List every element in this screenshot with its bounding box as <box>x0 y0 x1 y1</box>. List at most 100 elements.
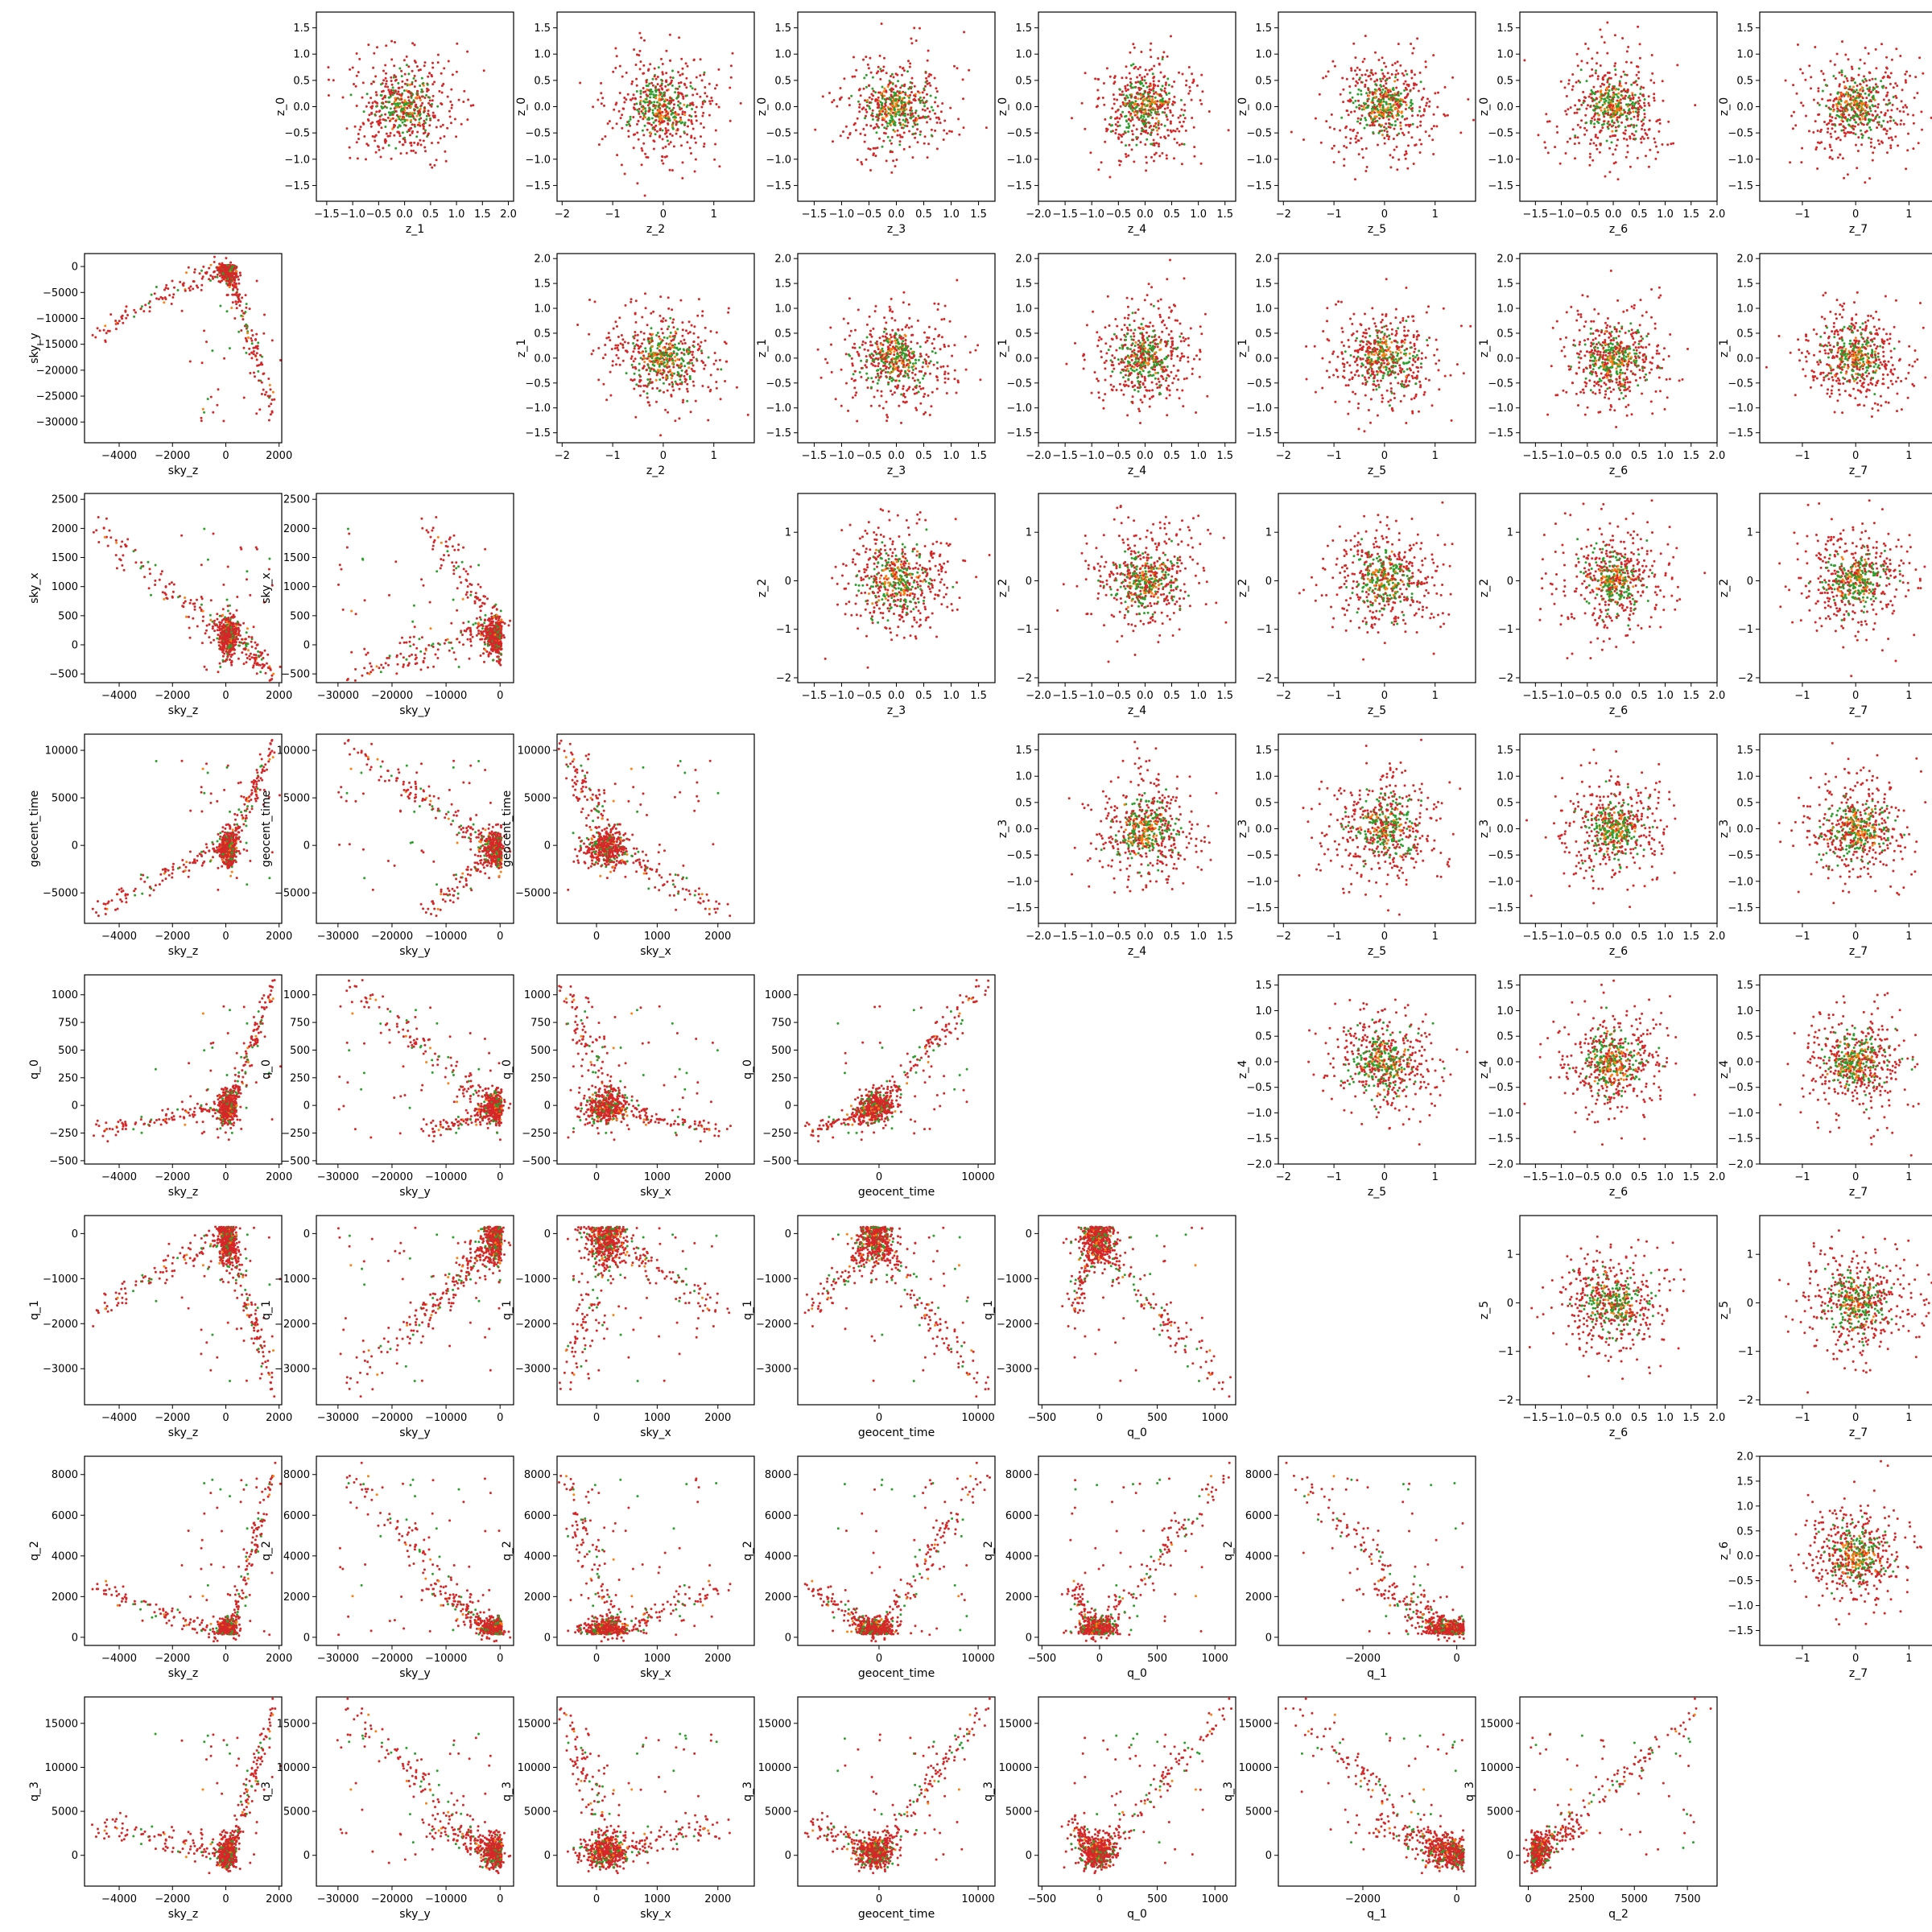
data-point <box>655 78 658 80</box>
x-tick-label: 2.0 <box>1709 208 1726 221</box>
data-point <box>1404 101 1406 104</box>
data-point <box>889 113 891 115</box>
data-point <box>1394 120 1397 122</box>
data-point <box>413 109 415 112</box>
data-point <box>385 83 387 85</box>
data-point <box>1868 72 1871 74</box>
data-point <box>1820 70 1823 72</box>
data-point <box>1389 106 1392 109</box>
data-point <box>1395 87 1397 89</box>
data-point <box>658 336 660 338</box>
data-point <box>946 392 948 394</box>
data-point <box>1856 108 1859 110</box>
data-point <box>1834 130 1836 133</box>
data-point <box>716 368 719 370</box>
data-point <box>1346 78 1348 80</box>
data-point <box>1844 135 1847 138</box>
data-point <box>910 38 912 40</box>
data-point <box>943 138 945 141</box>
data-point <box>1373 104 1376 106</box>
data-point <box>1127 155 1129 157</box>
data-point <box>666 374 668 377</box>
data-point <box>848 97 850 100</box>
data-point <box>630 378 632 381</box>
data-point <box>1868 177 1871 180</box>
data-point <box>1852 107 1854 109</box>
data-point <box>1875 90 1877 93</box>
data-point <box>901 85 903 87</box>
data-point <box>631 364 634 366</box>
data-point <box>710 374 712 376</box>
data-point <box>665 79 667 81</box>
data-point <box>646 386 649 388</box>
y-tick-label: 1.5 <box>1015 23 1032 35</box>
data-point <box>694 111 696 114</box>
data-point <box>368 101 370 104</box>
data-point <box>1399 122 1402 124</box>
data-point <box>1144 79 1146 81</box>
data-point <box>1896 108 1898 110</box>
y-tick-label: −1.5 <box>1488 180 1513 192</box>
data-point <box>840 134 842 137</box>
y-tick-label: 1.0 <box>534 49 551 61</box>
data-point <box>1391 64 1393 66</box>
data-point <box>1389 154 1392 156</box>
data-point <box>1654 158 1657 160</box>
data-point <box>699 345 701 348</box>
data-point <box>1164 87 1166 89</box>
data-point <box>624 173 626 175</box>
data-point <box>1176 128 1179 130</box>
data-point <box>404 120 407 122</box>
data-point <box>1459 131 1462 134</box>
data-point <box>1119 89 1121 91</box>
data-point <box>1615 111 1617 114</box>
data-point <box>1117 121 1119 123</box>
data-point <box>614 347 617 349</box>
data-point <box>652 112 654 114</box>
data-point <box>1899 110 1901 113</box>
data-point <box>1625 61 1628 64</box>
x-tick-label: 1 <box>1905 208 1912 221</box>
data-point <box>859 88 861 90</box>
data-point <box>852 396 854 398</box>
data-point <box>890 110 892 113</box>
data-point <box>1425 66 1427 68</box>
data-point <box>1614 34 1616 36</box>
data-point <box>450 89 452 91</box>
data-point <box>375 110 378 113</box>
data-point <box>1580 68 1583 71</box>
data-point <box>1616 96 1619 98</box>
data-point <box>872 109 874 112</box>
data-point <box>667 122 669 125</box>
y-axis-label: z_0 <box>275 97 287 116</box>
data-point <box>354 126 357 128</box>
data-point <box>328 94 330 97</box>
data-point <box>390 107 392 109</box>
data-point <box>675 123 678 126</box>
data-point <box>670 100 672 102</box>
data-point <box>700 341 703 344</box>
data-point <box>922 361 924 364</box>
data-point <box>663 347 665 349</box>
data-point <box>643 39 646 42</box>
x-tick-label: −1.5 <box>1052 208 1078 221</box>
data-point <box>1840 130 1843 132</box>
data-point <box>661 374 663 376</box>
data-point <box>1618 125 1620 127</box>
data-point <box>1603 115 1605 118</box>
data-point <box>859 103 861 105</box>
data-point <box>868 105 870 108</box>
data-point <box>875 116 877 118</box>
data-point <box>1571 73 1574 76</box>
data-point <box>603 105 605 107</box>
x-tick-label: −1 <box>1794 208 1810 221</box>
data-point <box>1820 141 1823 143</box>
data-point <box>686 400 688 402</box>
data-point <box>849 132 852 134</box>
data-point <box>1150 143 1152 146</box>
y-tick-label: −1.5 <box>1728 180 1753 192</box>
data-point <box>1608 171 1611 173</box>
data-point <box>1374 52 1377 54</box>
data-point <box>1096 105 1098 108</box>
data-point <box>883 340 886 342</box>
